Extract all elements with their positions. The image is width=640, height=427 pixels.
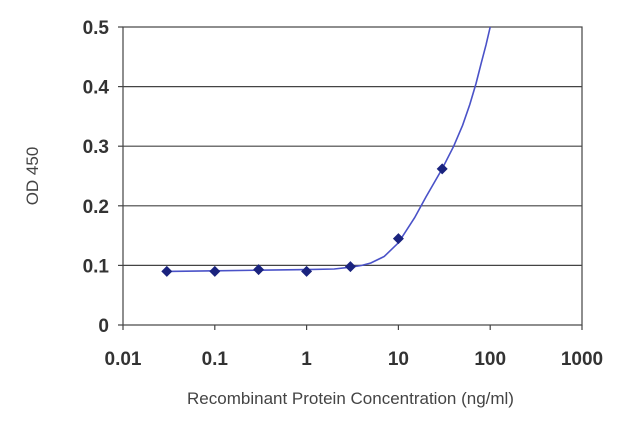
y-axis-title: OD 450 — [23, 147, 42, 206]
data-point — [161, 265, 173, 277]
x-tick-label: 100 — [474, 349, 506, 370]
x-tick-label: 0.01 — [105, 349, 142, 370]
data-point — [301, 265, 313, 277]
data-point — [436, 163, 448, 175]
x-axis: 0.01 0.1 1 10 100 1000 — [105, 325, 603, 370]
fit-curve — [166, 26, 491, 273]
gridlines — [123, 85, 582, 266]
data-point — [392, 233, 404, 245]
x-axis-title: Recombinant Protein Concentration (ng/ml… — [187, 389, 514, 408]
data-point — [209, 265, 221, 277]
x-tick-label: 10 — [388, 349, 409, 370]
y-tick-label: 0.3 — [83, 137, 109, 158]
y-tick-label: 0.1 — [83, 256, 110, 277]
x-tick-label: 1 — [301, 349, 312, 370]
y-tick-label: 0.2 — [83, 197, 109, 218]
data-point — [253, 264, 265, 276]
data-point — [344, 261, 356, 273]
x-tick-label: 1000 — [561, 349, 603, 370]
x-tick-label: 0.1 — [202, 349, 229, 370]
plot-frame — [122, 26, 583, 326]
data-points — [161, 163, 448, 277]
y-axis: 0 0.1 0.2 0.3 0.4 0.5 — [83, 18, 123, 337]
y-tick-label: 0.4 — [83, 78, 110, 99]
y-tick-label: 0.5 — [83, 18, 110, 39]
y-tick-label: 0 — [98, 316, 109, 337]
